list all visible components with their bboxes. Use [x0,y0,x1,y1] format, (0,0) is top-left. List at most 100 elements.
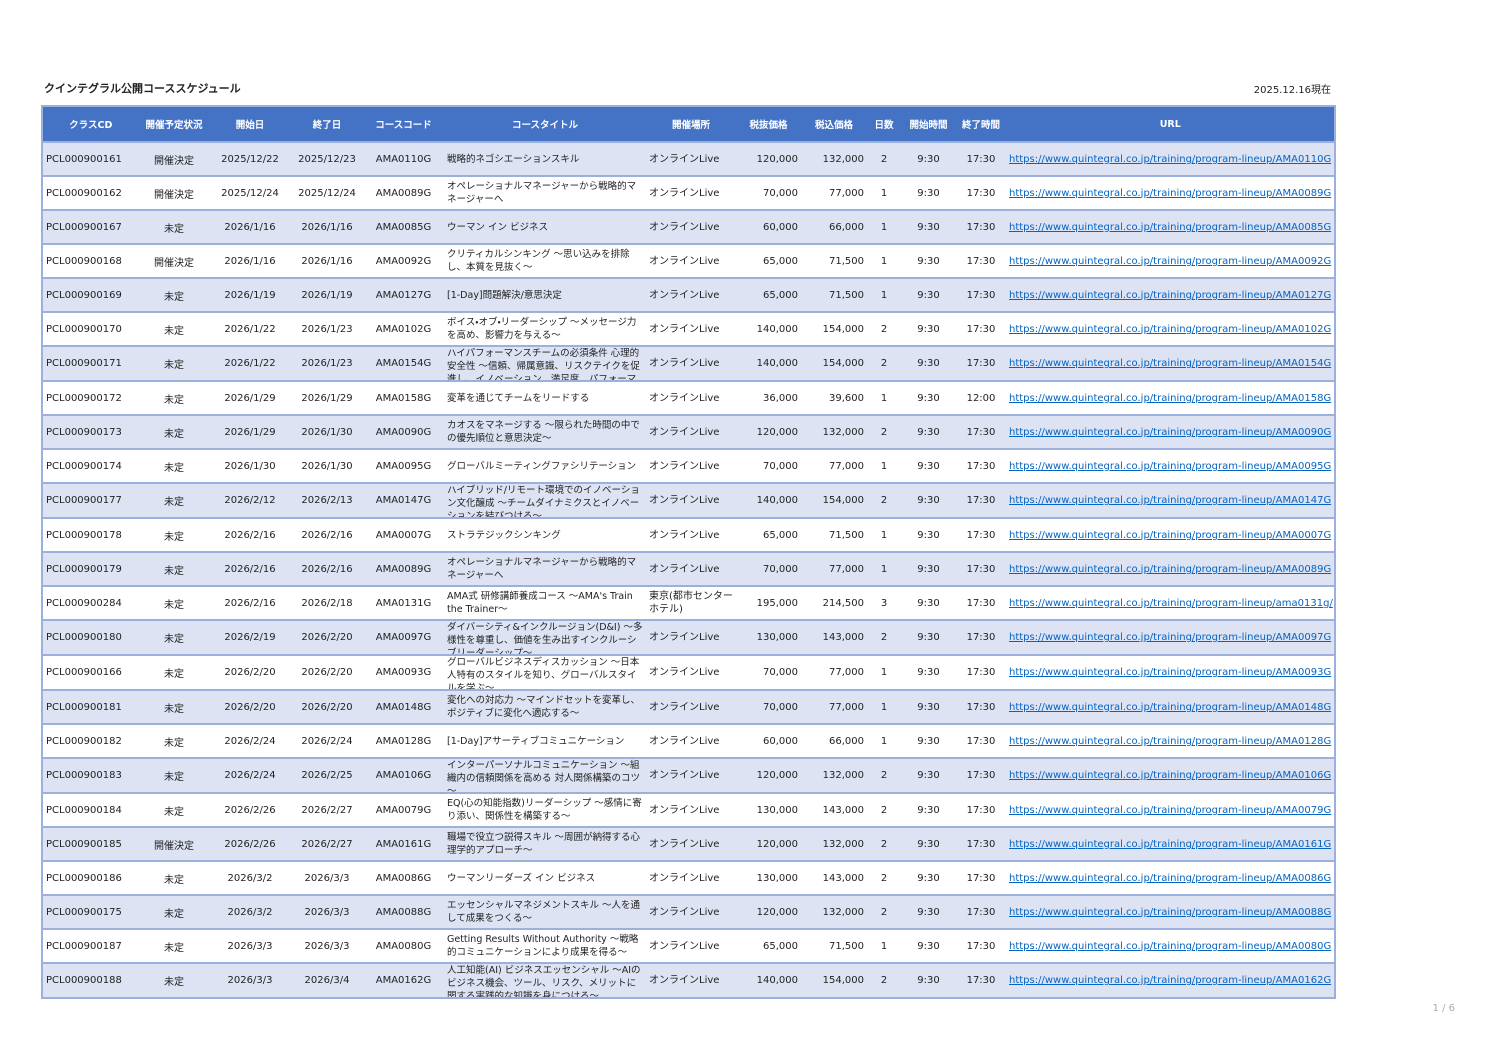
course-link[interactable]: https://www.quintegral.co.jp/training/pr… [1009,804,1332,816]
table-cell: 未定 [139,551,209,586]
course-title: ウーマン イン ビジネス [447,221,549,233]
course-link[interactable]: https://www.quintegral.co.jp/training/pr… [1009,323,1332,335]
course-link[interactable]: https://www.quintegral.co.jp/training/pr… [1009,940,1332,952]
table-cell: PCL000900166 [42,654,139,690]
table-cell: 2026/1/29 [291,380,363,415]
table-cell: 12:00 [956,380,1006,415]
table-cell: 17:30 [956,689,1006,724]
table-cell: 71,500 [801,277,867,312]
table-cell: オンラインLive [646,414,736,449]
table-cell: 1 [867,380,901,415]
course-link[interactable]: https://www.quintegral.co.jp/training/pr… [1009,906,1332,918]
table-cell: 77,000 [801,448,867,483]
table-cell: 17:30 [956,962,1006,998]
course-title: オペレーショナルマネージャーから戦略的マネージャーへ [447,557,637,581]
table-cell: 195,000 [736,585,801,620]
table-cell: AMA0106G [363,757,444,793]
table-cell: PCL000900171 [42,345,139,381]
table-cell: 戦略的ネゴシエーションスキル [444,141,646,176]
table-cell: https://www.quintegral.co.jp/training/pr… [1006,448,1335,483]
course-link[interactable]: https://www.quintegral.co.jp/training/pr… [1009,735,1332,747]
course-link[interactable]: https://www.quintegral.co.jp/training/pr… [1009,597,1333,609]
course-link[interactable]: https://www.quintegral.co.jp/training/pr… [1009,289,1332,301]
table-cell: オペレーショナルマネージャーから戦略的マネージャーへ [444,551,646,586]
course-link[interactable]: https://www.quintegral.co.jp/training/pr… [1009,632,1332,643]
table-cell: AMA0088G [363,894,444,929]
course-link[interactable]: https://www.quintegral.co.jp/training/pr… [1009,872,1332,884]
table-cell: 2026/1/23 [291,345,363,381]
table-cell: 17:30 [956,482,1006,518]
course-link[interactable]: https://www.quintegral.co.jp/training/pr… [1009,495,1332,506]
course-link[interactable]: https://www.quintegral.co.jp/training/pr… [1009,529,1332,541]
course-link[interactable]: https://www.quintegral.co.jp/training/pr… [1009,358,1332,369]
table-cell: ダイバーシティ&インクルージョン(D&I) ～多様性を尊重し、価値を生み出すイン… [444,619,646,655]
course-title: ダイバーシティ&インクルージョン(D&I) ～多様性を尊重し、価値を生み出すイン… [447,622,643,654]
table-cell: 154,000 [801,962,867,998]
table-cell: https://www.quintegral.co.jp/training/pr… [1006,689,1335,724]
table-cell: オンラインLive [646,619,736,655]
table-cell: 9:30 [901,243,956,278]
course-link[interactable]: https://www.quintegral.co.jp/training/pr… [1009,153,1332,165]
course-link[interactable]: https://www.quintegral.co.jp/training/pr… [1009,838,1332,850]
course-link[interactable]: https://www.quintegral.co.jp/training/pr… [1009,667,1332,678]
course-link[interactable]: https://www.quintegral.co.jp/training/pr… [1009,426,1332,438]
course-title: [1-Day]問題解決/意思決定 [447,289,562,301]
table-cell: https://www.quintegral.co.jp/training/pr… [1006,141,1335,176]
table-cell: 1 [867,209,901,244]
table-cell: PCL000900162 [42,175,139,210]
table-cell: 2026/3/3 [209,962,291,998]
column-header: 開始時間 [900,105,957,143]
table-cell: 140,000 [736,962,801,998]
table-row: PCL000900167 未定 2026/1/16 2026/1/16 AMA0085G… [42,209,1335,244]
table-cell: 2026/2/24 [209,757,291,793]
course-link[interactable]: https://www.quintegral.co.jp/training/pr… [1009,255,1332,267]
course-link[interactable]: https://www.quintegral.co.jp/training/pr… [1009,770,1332,781]
table-cell: 71,500 [801,517,867,552]
table-cell: 39,600 [801,380,867,415]
table-cell: PCL000900180 [42,619,139,655]
table-cell: PCL000900184 [42,792,139,827]
column-header: 開催予定状況 [138,105,210,143]
table-cell: https://www.quintegral.co.jp/training/pr… [1006,311,1335,346]
course-link[interactable]: https://www.quintegral.co.jp/training/pr… [1009,975,1332,986]
table-row: PCL000900171 未定 2026/1/22 2026/1/23 AMA0154G… [42,345,1335,381]
table-row: PCL000900172 未定 2026/1/29 2026/1/29 AMA0158G… [42,380,1335,415]
course-title: ウーマンリーダーズ イン ビジネス [447,872,596,884]
table-row: PCL000900186 未定 2026/3/2 2026/3/3 AMA0086G ウー… [42,860,1335,895]
table-cell: オンラインLive [646,654,736,690]
table-cell: カオスをマネージする ～限られた時間の中での優先順位と意思決定～ [444,414,646,449]
table-cell: 70,000 [736,689,801,724]
course-title: 変化への対応力 ～マインドセットを変革し、ポジティブに変化へ適応する～ [447,695,641,719]
table-cell: 60,000 [736,209,801,244]
course-title: ハイブリッド/リモート環境でのイノベーション文化醸成 ～チームダイナミクスとイノ… [447,485,640,517]
course-link[interactable]: https://www.quintegral.co.jp/training/pr… [1009,563,1332,575]
table-cell: AMA0080G [363,928,444,963]
table-cell: Getting Results Without Authority ～戦略的コミ… [444,928,646,963]
course-link[interactable]: https://www.quintegral.co.jp/training/pr… [1009,187,1332,199]
course-title: 変革を通じてチームをリードする [447,392,590,404]
table-cell: 9:30 [901,654,956,690]
table-cell: AMA0089G [363,551,444,586]
course-link[interactable]: https://www.quintegral.co.jp/training/pr… [1009,701,1332,713]
table-cell: 2026/1/19 [291,277,363,312]
table-cell: ストラテジックシンキング [444,517,646,552]
table-cell: 9:30 [901,482,956,518]
table-cell: 未定 [139,345,209,381]
table-cell: オンラインLive [646,689,736,724]
table-cell: 9:30 [901,962,956,998]
table-cell: 変革を通じてチームをリードする [444,380,646,415]
table-cell: https://www.quintegral.co.jp/training/pr… [1006,345,1335,381]
table-cell: 2026/2/16 [209,517,291,552]
table-cell: 17:30 [956,551,1006,586]
course-link[interactable]: https://www.quintegral.co.jp/training/pr… [1009,221,1332,233]
table-cell: 9:30 [901,551,956,586]
table-cell: https://www.quintegral.co.jp/training/pr… [1006,654,1335,690]
table-cell: オンラインLive [646,141,736,176]
table-cell: 77,000 [801,551,867,586]
course-link[interactable]: https://www.quintegral.co.jp/training/pr… [1009,392,1332,404]
table-cell: 9:30 [901,585,956,620]
table-cell: 2 [867,311,901,346]
table-cell: 17:30 [956,585,1006,620]
course-link[interactable]: https://www.quintegral.co.jp/training/pr… [1009,460,1332,472]
table-cell: 2025/12/24 [291,175,363,210]
